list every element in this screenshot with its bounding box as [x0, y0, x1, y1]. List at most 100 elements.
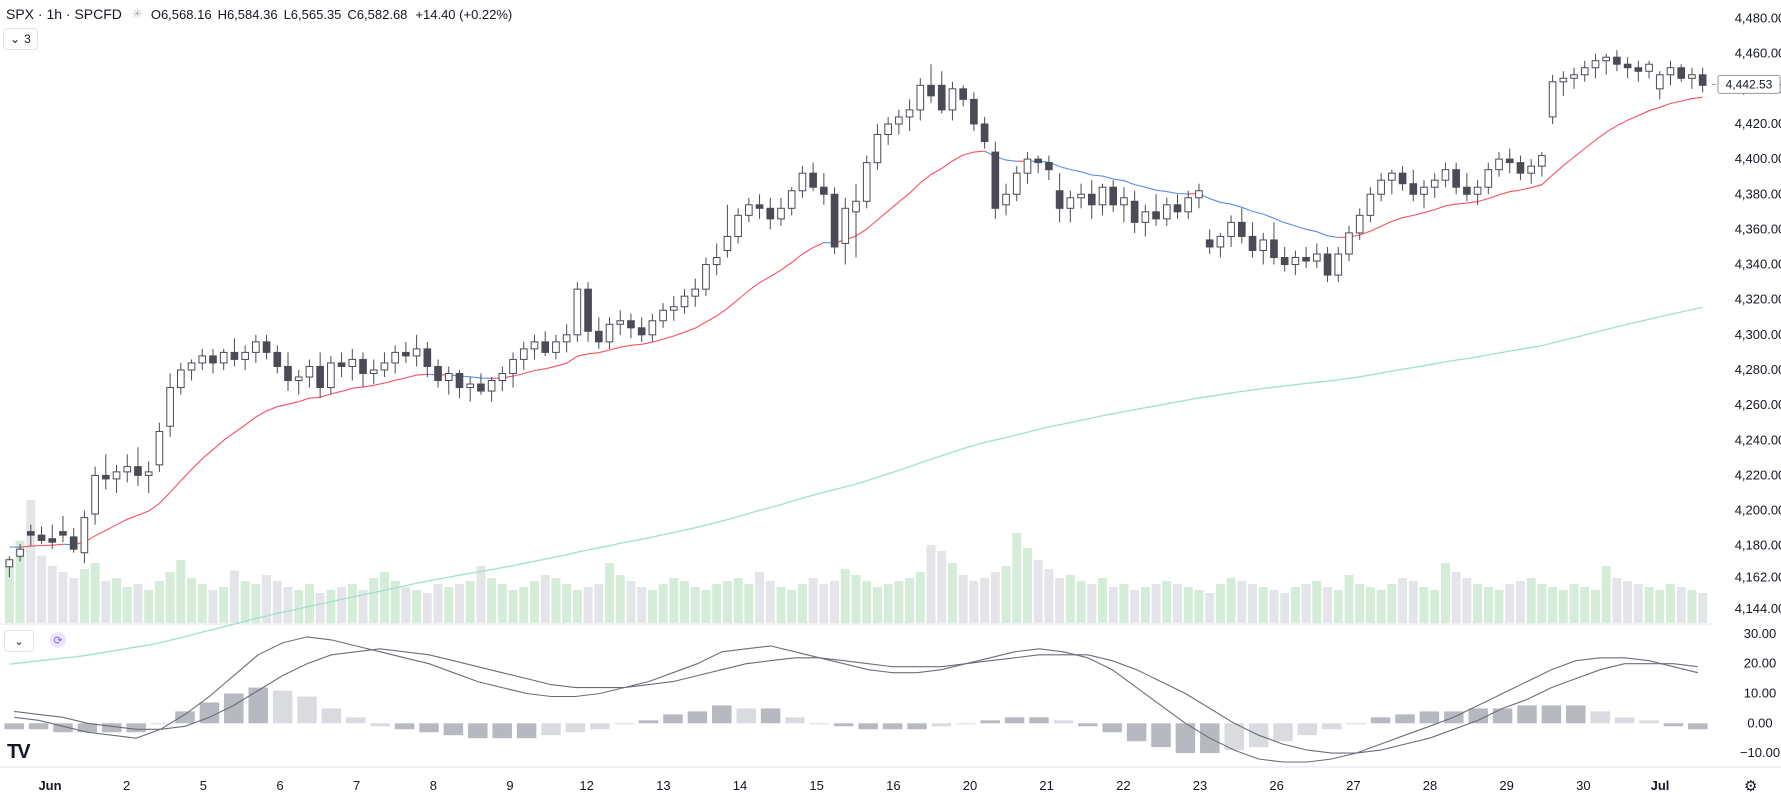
volume-bar — [58, 572, 68, 623]
price-tick-label: 4,300.00 — [1735, 327, 1781, 342]
time-tick-label: Jul — [1651, 778, 1670, 793]
candle — [1248, 222, 1257, 258]
candle-body — [1227, 221, 1235, 237]
volume-bar — [390, 581, 400, 623]
volume-bar — [1376, 590, 1386, 623]
candle-body — [391, 351, 399, 364]
candle — [26, 524, 35, 546]
volume-bar — [1065, 575, 1075, 623]
macd-histogram-bar — [248, 687, 268, 724]
macd-histogram-bar — [1004, 717, 1025, 724]
volume-bar — [937, 551, 947, 623]
ema-slow-line — [9, 306, 1703, 665]
volume-bar — [508, 590, 518, 623]
candle — [1698, 67, 1707, 93]
candle — [1012, 166, 1021, 202]
volume-bar — [551, 578, 561, 623]
volume-bar — [1323, 587, 1333, 623]
macd-tick-label: 0.00 — [1747, 715, 1772, 730]
macd-histogram-bar — [492, 723, 512, 739]
candle-body — [905, 109, 914, 118]
candle-body — [1463, 186, 1471, 195]
price-tick-label: 4,280.00 — [1735, 362, 1781, 377]
candle — [1388, 169, 1396, 195]
price-tick-label: 4,380.00 — [1735, 186, 1781, 201]
candle-body — [691, 288, 700, 297]
candle — [584, 282, 592, 342]
indicators-toggle-button[interactable]: ⌄ 3 — [3, 28, 38, 50]
candle-body — [112, 471, 121, 480]
macd-histogram-bar — [565, 723, 586, 733]
macd-histogram-bar — [614, 723, 634, 725]
candle-body — [937, 84, 946, 111]
macd-collapse-button[interactable]: ⌄ — [4, 630, 34, 652]
volume-bar — [219, 587, 229, 623]
candle-body — [669, 306, 678, 311]
candle — [391, 345, 399, 374]
volume-bar — [1087, 584, 1097, 623]
candle-body — [1430, 179, 1439, 188]
candle — [862, 155, 871, 209]
volume-bar — [112, 578, 122, 623]
volume-bar — [315, 593, 325, 623]
candle — [1580, 60, 1589, 82]
candle — [123, 454, 132, 483]
candle — [1184, 190, 1193, 219]
candle — [895, 109, 903, 135]
candle-body — [616, 320, 625, 325]
candle-body — [1205, 239, 1214, 248]
volume-bar — [272, 581, 282, 623]
candle-body — [1248, 235, 1257, 251]
volume-bar — [722, 581, 732, 623]
candle — [294, 369, 303, 395]
candle-body — [1591, 60, 1600, 69]
time-tick-label: 23 — [1193, 778, 1207, 793]
candle — [69, 528, 78, 553]
volume-bar — [647, 590, 657, 623]
macd-tick-label: −10.00 — [1740, 745, 1780, 760]
volume-bar — [1108, 587, 1118, 623]
candle-body — [991, 151, 1000, 209]
macd-histogram-bar — [1078, 723, 1098, 727]
candle — [1227, 215, 1235, 247]
macd-histogram-bar — [443, 723, 464, 736]
candle-body — [959, 88, 967, 100]
candle-body — [916, 84, 925, 111]
volume-bar — [776, 587, 786, 623]
volume-bar — [15, 540, 25, 623]
macd-histogram-bar — [1517, 705, 1537, 724]
volume-bar — [497, 584, 507, 623]
volume-bar — [379, 572, 389, 623]
candle — [327, 355, 335, 395]
candle — [402, 341, 410, 363]
candle-body — [659, 309, 667, 322]
volume-bar — [808, 578, 818, 623]
volume-bar — [615, 575, 625, 623]
sync-icon[interactable]: ⟳ — [50, 632, 66, 648]
volume-bar — [1537, 584, 1547, 623]
symbol-title[interactable]: SPX · 1h · SPCFD — [6, 6, 122, 22]
volume-bar — [154, 581, 164, 623]
volume-bar — [830, 581, 840, 623]
candle — [1420, 180, 1428, 209]
candle-body — [1645, 63, 1653, 72]
time-tick-label: 26 — [1269, 778, 1283, 793]
macd-histogram-bar — [736, 708, 756, 724]
candle — [1463, 173, 1471, 202]
candle-body — [294, 376, 303, 382]
volume-bar — [1676, 587, 1686, 623]
volume-bar — [819, 584, 829, 623]
candle-body — [970, 98, 978, 125]
macd-histogram-bar — [175, 711, 195, 724]
volume-bar — [454, 584, 464, 623]
candle — [777, 197, 785, 226]
volume-bar — [658, 584, 668, 623]
candle — [1366, 187, 1375, 223]
candle-body — [1420, 186, 1428, 195]
tradingview-logo[interactable]: TV — [7, 741, 31, 763]
gear-icon[interactable]: ⚙ — [1744, 778, 1758, 795]
candle-body — [1045, 162, 1053, 171]
macd-histogram-bar — [663, 714, 683, 724]
volume-bar — [529, 581, 539, 623]
